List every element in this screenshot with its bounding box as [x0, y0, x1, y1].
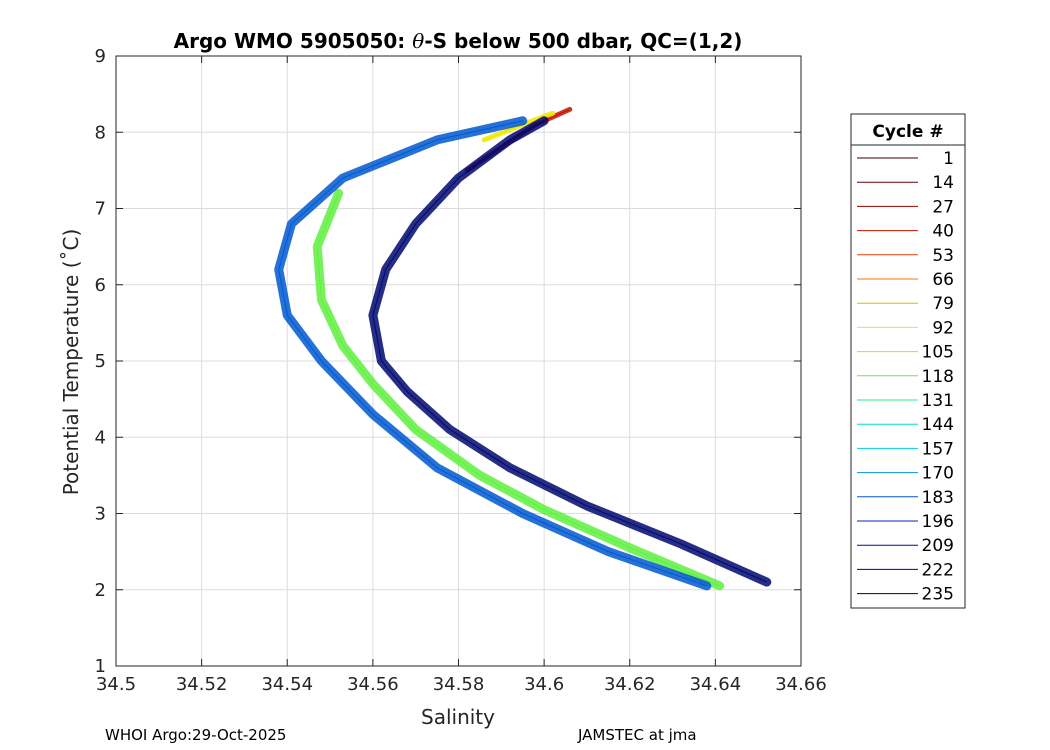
legend-label: 131: [922, 391, 954, 411]
legend-box: [850, 113, 966, 609]
legend-label: 157: [922, 439, 954, 459]
y-tick-label: 2: [95, 580, 106, 601]
y-tick-label: 5: [95, 351, 106, 372]
legend-title: Cycle #: [872, 122, 943, 142]
legend-label: 40: [932, 222, 954, 242]
x-tick-label: 34.54: [261, 674, 313, 695]
title-prefix: Argo WMO 5905050:: [174, 29, 413, 53]
legend-label: 14: [932, 173, 954, 193]
legend: Cycle # 1 14 27 40 53 66 79 92 105 118 131 144 157 17…: [850, 113, 966, 609]
series-core-2: [316, 193, 720, 587]
legend-label: 209: [922, 536, 954, 556]
x-tick-label: 34.66: [775, 674, 827, 695]
legend-label: 118: [922, 367, 954, 387]
y-tick-label: 4: [95, 427, 106, 448]
x-tick-label: 34.6: [524, 674, 564, 695]
y-axis-label: Potential Temperature (˚C): [59, 229, 83, 496]
y-tick-label: 6: [95, 275, 106, 296]
axis-ticks: 34.5 34.52 34.54 34.56 34.58 34.6 34.62 34.64 34…: [95, 46, 827, 695]
x-tick-label: 34.64: [690, 674, 742, 695]
data-lines: [274, 106, 772, 591]
y-tick-label: 9: [95, 46, 106, 67]
title-suffix: -S below 500 dbar, QC=(1,2): [424, 29, 742, 53]
y-tick-label: 1: [95, 656, 106, 677]
y-tick-label: 3: [95, 504, 106, 525]
legend-label: 235: [922, 585, 954, 605]
legend-label: 27: [932, 197, 954, 217]
legend-label: 53: [932, 246, 954, 266]
legend-label: 222: [922, 560, 954, 580]
x-tick-label: 34.58: [433, 674, 485, 695]
x-tick-label: 34.56: [347, 674, 399, 695]
legend-label: 1: [943, 149, 954, 169]
series-core-4: [372, 120, 768, 583]
legend-label: 66: [932, 270, 954, 290]
legend-label: 79: [932, 294, 954, 314]
series-line-3: [274, 116, 712, 591]
y-tick-label: 8: [95, 122, 106, 143]
footer-credit: JAMSTEC at jma: [578, 726, 697, 744]
legend-label: 144: [922, 415, 954, 435]
x-tick-label: 34.5: [96, 674, 136, 695]
footer-source: WHOI Argo:29-Oct-2025: [105, 726, 287, 744]
legend-label: 92: [932, 318, 954, 338]
x-tick-label: 34.52: [176, 674, 228, 695]
legend-label: 105: [922, 343, 954, 363]
y-tick-label: 7: [95, 199, 106, 220]
series-line-4: [368, 116, 772, 587]
chart-title: Argo WMO 5905050: θ-S below 500 dbar, QC…: [174, 29, 743, 53]
series-core-3: [278, 120, 707, 587]
x-axis-label: Salinity: [421, 705, 495, 729]
title-theta: θ: [412, 29, 424, 53]
legend-label: 170: [922, 464, 954, 484]
x-tick-label: 34.62: [604, 674, 656, 695]
legend-label: 183: [922, 488, 954, 508]
legend-label: 196: [922, 512, 954, 532]
